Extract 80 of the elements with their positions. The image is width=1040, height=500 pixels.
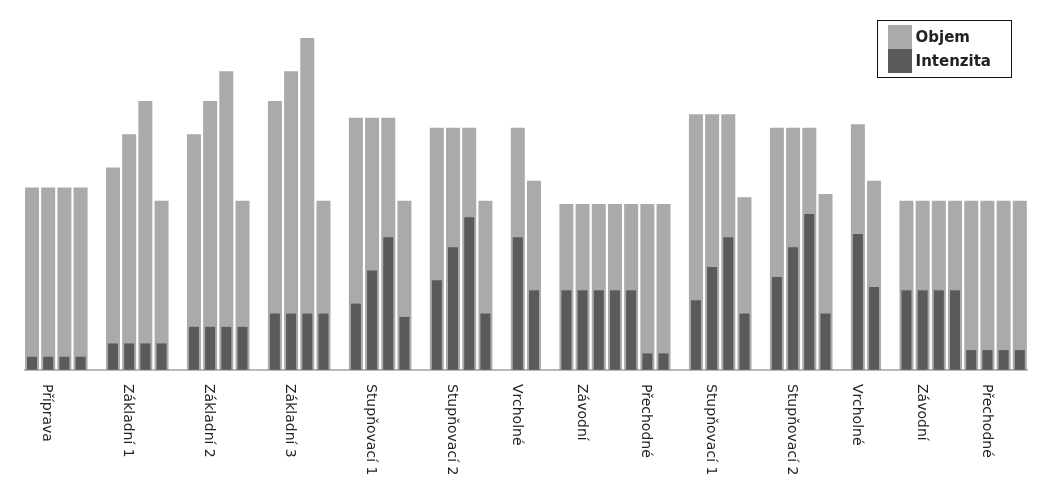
- bar: [950, 290, 961, 370]
- bar: [188, 326, 199, 370]
- bar: [431, 280, 442, 370]
- bar: [237, 326, 248, 370]
- bar: [593, 290, 604, 370]
- bar: [626, 290, 637, 370]
- bar: [512, 237, 523, 370]
- bar: [124, 343, 135, 370]
- x-tick-label: Stupňovací 1: [364, 384, 381, 476]
- x-tick-label: Základní 2: [202, 384, 219, 458]
- x-tick-label: Stupňovací 2: [785, 384, 802, 476]
- bar: [1014, 350, 1025, 370]
- bar: [57, 187, 72, 370]
- bar: [656, 204, 671, 370]
- bar: [464, 217, 475, 370]
- bar: [642, 353, 653, 370]
- bar: [964, 200, 979, 370]
- bar: [690, 300, 701, 370]
- bar: [156, 343, 167, 370]
- x-tick-label: Závodní: [914, 384, 931, 442]
- bar: [383, 237, 394, 370]
- bar: [105, 167, 120, 370]
- bar: [804, 213, 815, 370]
- bar: [529, 290, 539, 370]
- bar: [59, 356, 70, 370]
- bar: [286, 313, 297, 370]
- x-tick-label: Vrcholné: [509, 384, 526, 446]
- bar: [996, 200, 1011, 370]
- bar: [852, 233, 863, 370]
- bar: [577, 290, 588, 370]
- bar: [27, 356, 37, 370]
- bar: [869, 287, 880, 370]
- bar: [707, 267, 718, 370]
- bar: [350, 303, 361, 370]
- bar: [205, 326, 216, 370]
- bar: [25, 187, 39, 370]
- legend-label: Objem: [915, 27, 970, 46]
- bar: [367, 270, 378, 370]
- bar: [917, 290, 928, 370]
- x-tick-label: Závodní: [574, 384, 591, 442]
- x-tick-label: Stupňovací 2: [445, 384, 462, 476]
- x-tick-label: Přechodné: [979, 384, 996, 458]
- bar: [138, 101, 153, 370]
- bar: [609, 290, 620, 370]
- x-tick-label: Vrcholné: [849, 384, 866, 446]
- bar: [43, 356, 54, 370]
- bar: [658, 353, 669, 370]
- bar: [933, 290, 944, 370]
- bar: [640, 204, 655, 370]
- bar: [73, 187, 88, 370]
- x-tick-label: Přechodné: [639, 384, 656, 458]
- bar: [561, 290, 572, 370]
- bar: [966, 350, 977, 370]
- x-tick-label: Příprava: [40, 384, 57, 442]
- bar: [269, 313, 280, 370]
- bar: [901, 290, 912, 370]
- bar: [107, 343, 118, 370]
- bar: [771, 277, 782, 370]
- bar: [723, 237, 734, 370]
- bar: [302, 313, 313, 370]
- bar: [399, 316, 410, 370]
- x-tick-label: Základní 3: [283, 384, 300, 458]
- bar: [739, 313, 750, 370]
- bar: [1012, 200, 1027, 370]
- x-tick-label: Základní 1: [121, 384, 138, 458]
- bar: [982, 350, 993, 370]
- bar: [480, 313, 491, 370]
- bar: [41, 187, 56, 370]
- bar: [998, 350, 1009, 370]
- bar: [980, 200, 995, 370]
- bar: [318, 313, 329, 370]
- bar: [788, 247, 799, 370]
- x-tick-label: Stupňovací 1: [704, 384, 721, 476]
- bar: [221, 326, 232, 370]
- legend-label: Intenzita: [915, 51, 991, 70]
- bar: [75, 356, 86, 370]
- bar: [140, 343, 151, 370]
- bar: [820, 313, 831, 370]
- bar: [448, 247, 459, 370]
- bar: [122, 134, 137, 370]
